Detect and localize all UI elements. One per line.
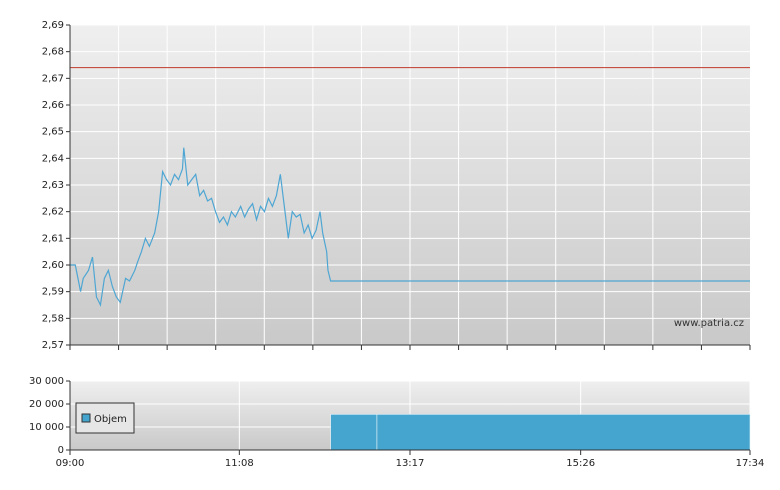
x-tick-label: 11:08 — [225, 458, 254, 469]
y-tick-label: 2,62 — [42, 207, 64, 218]
y-tick-label: 2,63 — [42, 180, 64, 191]
y-tick-label: 2,66 — [42, 100, 64, 111]
y-tick-label: 2,64 — [42, 153, 64, 164]
y-tick-label: 2,57 — [42, 340, 64, 351]
legend-swatch — [81, 413, 91, 423]
y-tick-label: 2,58 — [42, 313, 64, 324]
y-tick-label: 2,61 — [42, 233, 64, 244]
y-tick-label: 20 000 — [29, 399, 64, 410]
y-tick-label: 2,68 — [42, 47, 64, 58]
y-tick-label: 2,67 — [42, 73, 64, 84]
y-tick-label: 2,65 — [42, 127, 64, 138]
y-tick-label: 2,69 — [42, 20, 64, 31]
watermark: www.patria.cz — [674, 318, 744, 329]
y-tick-label: 2,59 — [42, 287, 64, 298]
price-line — [70, 147, 750, 307]
volume-bar — [330, 414, 378, 451]
y-tick-label: 30 000 — [29, 376, 64, 387]
volume-bar — [376, 414, 751, 451]
y-tick-label: 2,60 — [42, 260, 64, 271]
y-tick-label: 0 — [58, 445, 64, 456]
legend-label: Objem — [94, 414, 127, 425]
x-tick-label: 15:26 — [566, 458, 595, 469]
x-tick-label: 17:34 — [736, 458, 765, 469]
x-tick-label: 13:17 — [396, 458, 425, 469]
y-tick-label: 10 000 — [29, 422, 64, 433]
x-tick-label: 09:00 — [56, 458, 85, 469]
